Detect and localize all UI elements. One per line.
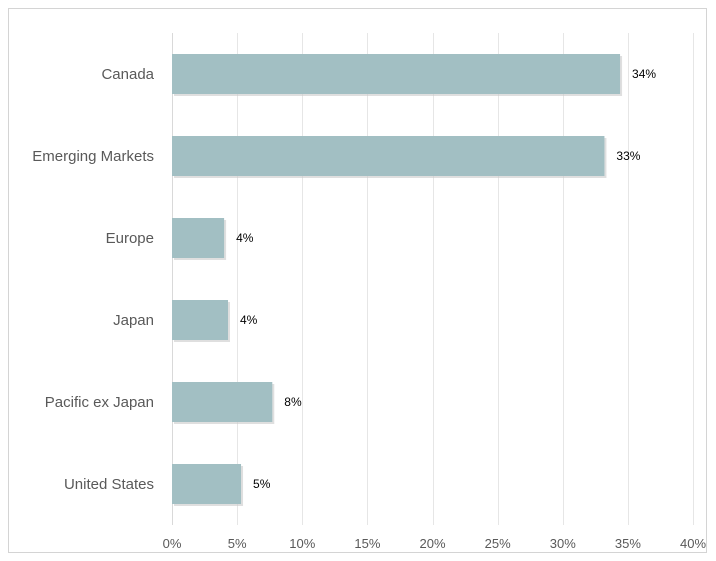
bar	[172, 136, 605, 176]
bar	[172, 54, 621, 94]
category-label: Japan	[113, 312, 154, 329]
bar	[172, 464, 242, 504]
data-label: 34%	[632, 67, 656, 81]
category-label: Emerging Markets	[32, 148, 154, 165]
data-label: 4%	[240, 313, 258, 327]
category-label: Europe	[106, 230, 154, 247]
bar	[172, 382, 273, 422]
x-tick-label: 35%	[615, 536, 641, 551]
bars	[172, 54, 623, 506]
x-tick-label: 30%	[550, 536, 576, 551]
category-label: Canada	[101, 66, 154, 83]
x-tick-label: 10%	[289, 536, 315, 551]
x-tick-label: 15%	[354, 536, 380, 551]
category-label: United States	[64, 476, 154, 493]
x-tick-label: 25%	[485, 536, 511, 551]
x-tick-label: 40%	[680, 536, 706, 551]
bar	[172, 218, 225, 258]
gridlines	[172, 33, 694, 525]
chart-frame	[8, 8, 707, 553]
data-label: 5%	[253, 477, 271, 491]
category-label: Pacific ex Japan	[45, 394, 154, 411]
data-label: 33%	[616, 149, 640, 163]
bar	[172, 300, 229, 340]
data-label: 4%	[236, 231, 254, 245]
x-tick-label: 20%	[419, 536, 445, 551]
data-label: 8%	[284, 395, 302, 409]
x-tick-label: 5%	[228, 536, 247, 551]
labels: 0% 5% 10% 15% 20% 25% 30% 35% 40% Canada 34% Emergi…	[32, 66, 706, 551]
x-tick-label: 0%	[163, 536, 182, 551]
